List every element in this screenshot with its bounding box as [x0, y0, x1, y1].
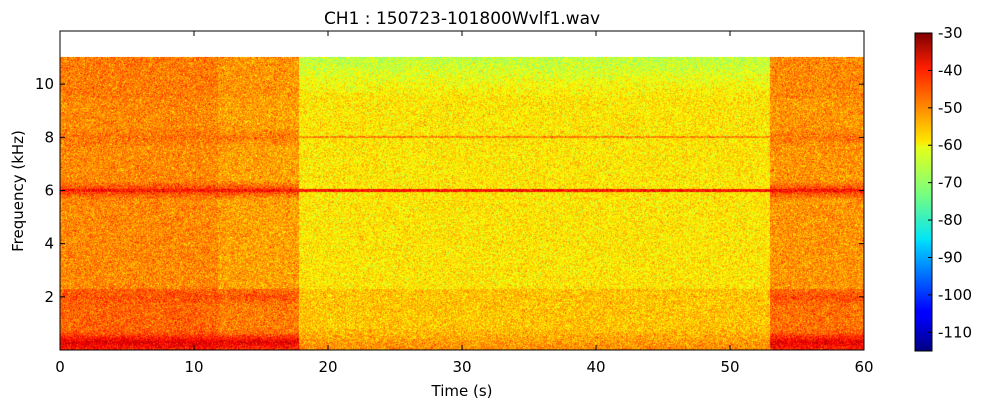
colorbar-tick-label: -80: [938, 211, 963, 229]
spectrogram-image: [60, 56, 864, 350]
y-tick-label: 10: [35, 75, 54, 93]
x-tick-label: 40: [586, 358, 605, 376]
x-axis-label: Time (s): [431, 382, 493, 400]
colorbar-tick-label: -50: [938, 99, 963, 117]
chart-title: CH1 : 150723-101800Wvlf1.wav: [324, 9, 600, 29]
x-axis: 0 10 20 30 40 50 60: [55, 31, 874, 376]
colorbar: [914, 32, 933, 352]
y-tick-label: 8: [44, 128, 54, 146]
x-tick-label: 10: [184, 358, 203, 376]
colorbar-tick-label: -30: [938, 24, 963, 42]
x-tick-label: 30: [452, 358, 471, 376]
x-tick-label: 0: [55, 358, 65, 376]
colorbar-ticks: -30 -40 -50 -60 -70 -80 -90 -100 -110: [928, 24, 972, 341]
colorbar-tick-label: -60: [938, 136, 963, 154]
colorbar-tick-label: -70: [938, 174, 963, 192]
y-tick-label: 6: [44, 182, 54, 200]
colorbar-tick-label: -110: [938, 323, 972, 341]
y-axis-label: Frequency (kHz): [9, 130, 27, 252]
x-tick-label: 20: [318, 358, 337, 376]
y-tick-label: 2: [44, 288, 54, 306]
colorbar-tick-label: -90: [938, 248, 963, 266]
x-tick-label: 50: [720, 358, 739, 376]
colorbar-tick-label: -100: [938, 286, 972, 304]
x-tick-label: 60: [854, 358, 873, 376]
y-tick-label: 4: [44, 235, 54, 253]
y-axis: 2 4 6 8 10: [35, 75, 864, 306]
colorbar-tick-label: -40: [938, 61, 963, 79]
